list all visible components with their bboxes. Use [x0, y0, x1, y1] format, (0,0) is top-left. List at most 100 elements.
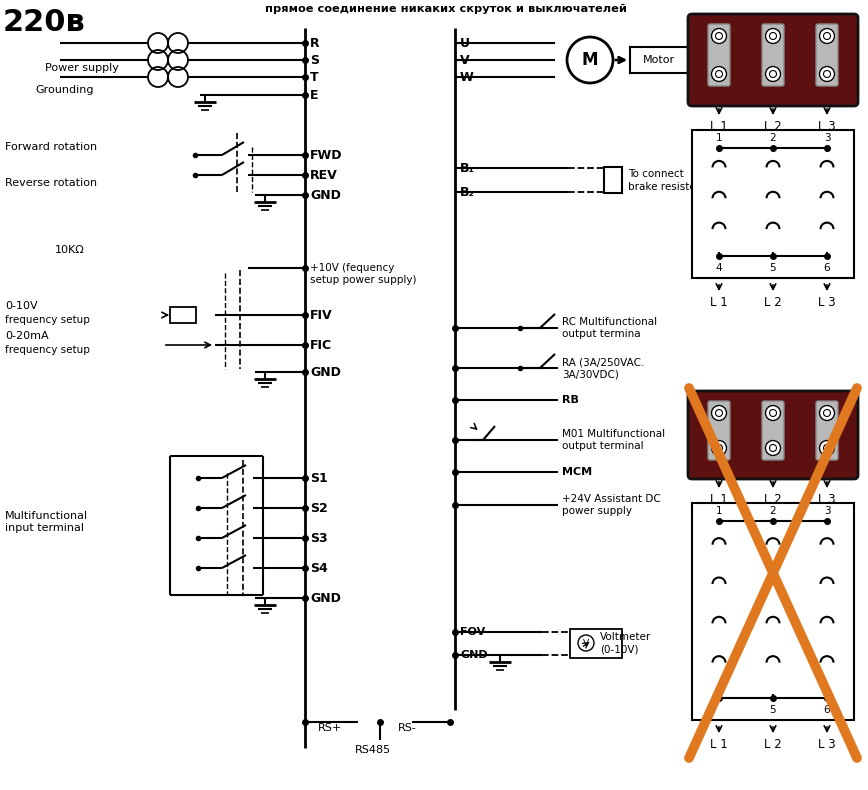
Text: frequency setup: frequency setup	[5, 315, 90, 325]
Text: frequency setup: frequency setup	[5, 345, 90, 355]
Text: Multifunctional: Multifunctional	[5, 511, 89, 521]
Text: FWD: FWD	[310, 149, 343, 161]
Text: B₁: B₁	[460, 161, 475, 175]
FancyBboxPatch shape	[816, 24, 838, 86]
Circle shape	[712, 66, 727, 81]
Text: 6: 6	[824, 263, 831, 273]
Text: output termina: output termina	[562, 329, 641, 339]
Text: S2: S2	[310, 502, 328, 514]
Text: RS485: RS485	[355, 745, 391, 755]
Text: REV: REV	[310, 168, 338, 182]
Text: 3A/30VDC): 3A/30VDC)	[562, 369, 619, 379]
Circle shape	[819, 405, 834, 420]
Text: 5: 5	[770, 263, 776, 273]
Text: W: W	[460, 70, 474, 84]
Text: Forward rotation: Forward rotation	[5, 142, 97, 152]
Circle shape	[712, 28, 727, 43]
Circle shape	[766, 441, 780, 456]
FancyBboxPatch shape	[762, 401, 784, 460]
FancyBboxPatch shape	[708, 24, 730, 86]
Text: RC Multifunctional: RC Multifunctional	[562, 317, 657, 327]
FancyBboxPatch shape	[570, 629, 622, 658]
Text: GND: GND	[310, 189, 341, 201]
Text: L 3: L 3	[819, 119, 836, 133]
Text: U: U	[460, 36, 470, 50]
Text: L 3: L 3	[819, 492, 836, 506]
Text: FOV: FOV	[460, 627, 485, 637]
Text: L 1: L 1	[710, 492, 728, 506]
Text: RA (3A/250VAC.: RA (3A/250VAC.	[562, 357, 644, 367]
Text: E: E	[310, 88, 319, 101]
Text: GND: GND	[310, 366, 341, 378]
Text: RS-: RS-	[398, 723, 417, 733]
Text: M: M	[582, 51, 598, 69]
Polygon shape	[630, 47, 700, 73]
Text: GND: GND	[460, 650, 488, 660]
Text: 0-20mA: 0-20mA	[5, 331, 49, 341]
Text: 2: 2	[770, 506, 776, 516]
Circle shape	[712, 405, 727, 420]
Text: 6: 6	[824, 705, 831, 715]
Text: MCM: MCM	[562, 467, 592, 477]
Circle shape	[819, 441, 834, 456]
Text: L 2: L 2	[764, 492, 782, 506]
Text: (0-10V): (0-10V)	[600, 644, 639, 654]
FancyBboxPatch shape	[816, 401, 838, 460]
FancyBboxPatch shape	[692, 503, 854, 720]
Text: Motor: Motor	[643, 55, 675, 65]
FancyBboxPatch shape	[692, 130, 854, 278]
Text: 10KΩ: 10KΩ	[55, 245, 85, 255]
Circle shape	[766, 405, 780, 420]
Text: T: T	[310, 70, 319, 84]
FancyBboxPatch shape	[708, 401, 730, 460]
Text: GND: GND	[310, 592, 341, 604]
FancyBboxPatch shape	[688, 391, 858, 479]
FancyBboxPatch shape	[170, 307, 196, 323]
Text: 4: 4	[716, 263, 722, 273]
Text: 5: 5	[770, 705, 776, 715]
Circle shape	[766, 28, 780, 43]
Text: V: V	[583, 638, 589, 648]
Text: B₂: B₂	[460, 186, 475, 198]
FancyBboxPatch shape	[604, 167, 622, 193]
Text: +24V Assistant DC: +24V Assistant DC	[562, 494, 661, 504]
Circle shape	[712, 441, 727, 456]
Text: L 1: L 1	[710, 119, 728, 133]
Text: L 1: L 1	[710, 295, 728, 309]
Text: RB: RB	[562, 395, 579, 405]
Text: 3: 3	[824, 506, 831, 516]
FancyBboxPatch shape	[688, 14, 858, 106]
Text: power supply: power supply	[562, 506, 632, 516]
Text: Power supply: Power supply	[45, 63, 119, 73]
FancyBboxPatch shape	[762, 24, 784, 86]
Text: 1: 1	[716, 506, 722, 516]
Text: S4: S4	[310, 562, 328, 574]
Text: Reverse rotation: Reverse rotation	[5, 178, 97, 188]
Text: To connect: To connect	[628, 169, 684, 179]
Text: L 3: L 3	[819, 295, 836, 309]
Text: S1: S1	[310, 472, 328, 484]
Circle shape	[819, 66, 834, 81]
Text: 220в: 220в	[3, 7, 86, 36]
Text: Grounding: Grounding	[35, 85, 94, 95]
Text: brake resistor: brake resistor	[628, 182, 700, 192]
Text: FIC: FIC	[310, 338, 332, 352]
Text: S3: S3	[310, 532, 327, 544]
Text: L 2: L 2	[764, 295, 782, 309]
Text: L 2: L 2	[764, 119, 782, 133]
Text: FIV: FIV	[310, 309, 332, 322]
Circle shape	[819, 28, 834, 43]
Text: input terminal: input terminal	[5, 523, 84, 533]
Text: setup power supply): setup power supply)	[310, 275, 417, 285]
Text: 3: 3	[824, 133, 831, 143]
Text: S: S	[310, 54, 319, 66]
Text: 2: 2	[770, 133, 776, 143]
Text: RS+: RS+	[318, 723, 342, 733]
Text: L 3: L 3	[819, 738, 836, 750]
Text: V: V	[460, 54, 470, 66]
Text: L 1: L 1	[710, 738, 728, 750]
Text: Voltmeter: Voltmeter	[600, 632, 651, 642]
Text: output terminal: output terminal	[562, 441, 644, 451]
Text: M01 Multifunctional: M01 Multifunctional	[562, 429, 665, 439]
Text: 1: 1	[716, 133, 722, 143]
